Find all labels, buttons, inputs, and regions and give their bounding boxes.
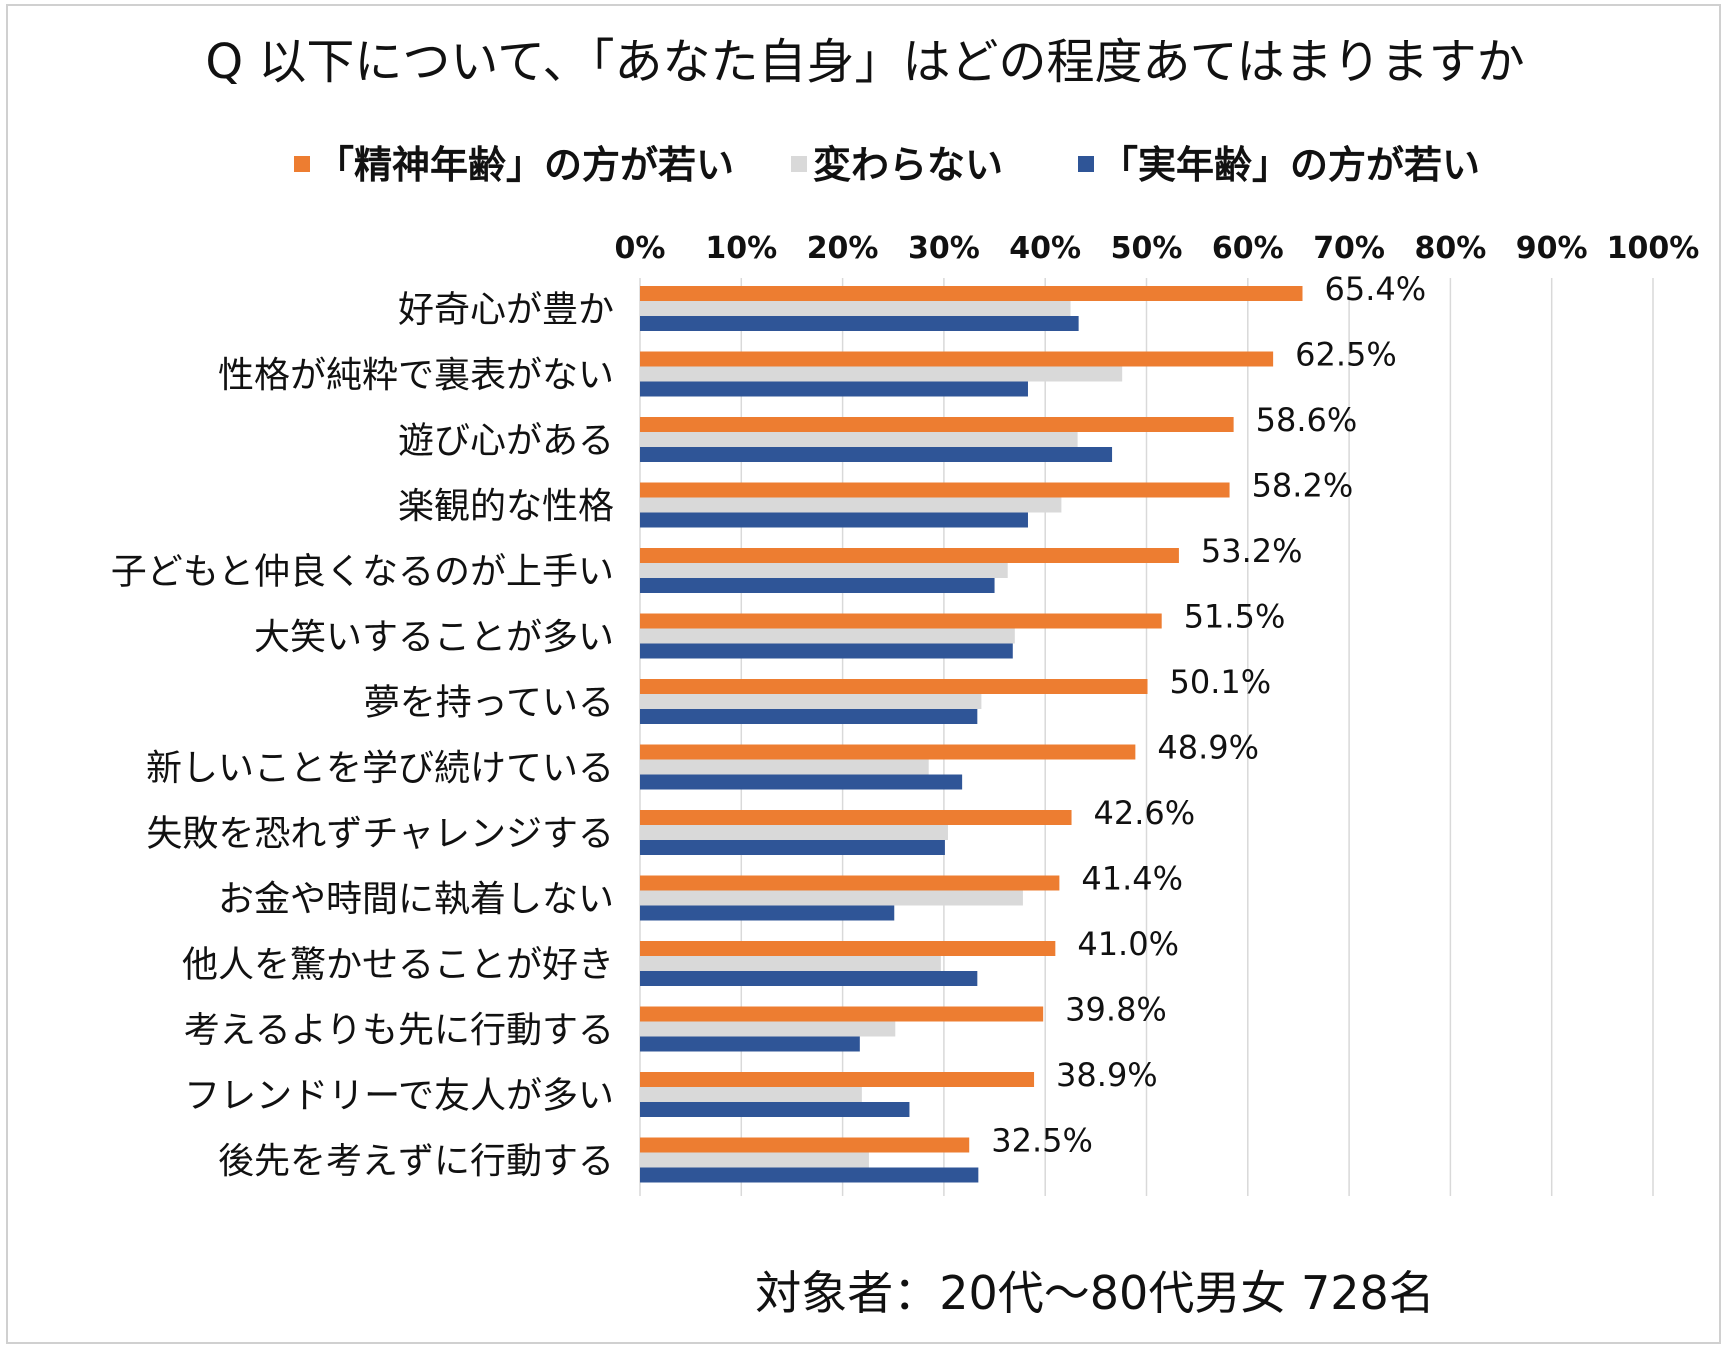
chart-title: Q 以下について、「あなた自身」はどの程度あてはまりますか — [205, 34, 1524, 90]
x-tick-label-6: 60% — [1212, 231, 1284, 266]
category-label-1: 好奇心が豊か — [398, 290, 614, 331]
chart-bars — [640, 286, 1303, 1183]
x-tick-label-8: 80% — [1414, 231, 1486, 266]
category-label-2: 性格が純粋で裏表がない — [218, 355, 614, 396]
data-label-series1-cat1: 65.4% — [1325, 270, 1427, 308]
bar-series2-cat8 — [640, 759, 929, 775]
legend-label-1: 「精神年齢」の方が若い — [316, 143, 734, 187]
data-label-series1-cat6: 51.5% — [1184, 598, 1286, 636]
category-label-5: 子どもと仲良くなるのが上手い — [111, 552, 614, 593]
bar-series1-cat12 — [640, 1006, 1044, 1022]
data-label-series1-cat14: 32.5% — [991, 1122, 1093, 1160]
x-tick-label-9: 90% — [1516, 231, 1588, 266]
category-label-13: フレンドリーで友人が多い — [184, 1076, 614, 1117]
x-tick-label-5: 50% — [1111, 231, 1183, 266]
x-tick-label-4: 40% — [1009, 231, 1081, 266]
x-tick-label-2: 20% — [807, 231, 879, 266]
category-label-7: 夢を持っている — [364, 683, 614, 724]
x-tick-label-10: 100% — [1607, 231, 1700, 266]
data-labels: 65.4% 62.5% 58.6% 58.2% 53.2% 51.5% 50.1% 48.9%… — [991, 270, 1426, 1160]
bar-series3-cat11 — [640, 971, 978, 986]
bar-series2-cat4 — [640, 497, 1062, 513]
data-label-series1-cat13: 38.9% — [1056, 1056, 1158, 1094]
data-label-series1-cat2: 62.5% — [1295, 336, 1397, 374]
category-label-14: 後先を考えずに行動する — [218, 1141, 614, 1182]
bar-series3-cat5 — [640, 578, 995, 593]
category-label-6: 大笑いすることが多い — [254, 617, 614, 658]
legend-swatch-3 — [1078, 156, 1094, 172]
data-label-series1-cat11: 41.0% — [1077, 925, 1179, 963]
data-label-series1-cat7: 50.1% — [1170, 663, 1272, 701]
bar-series1-cat5 — [640, 548, 1179, 563]
bar-series2-cat6 — [640, 628, 1015, 644]
category-label-3: 遊び心がある — [398, 421, 614, 462]
chart-legend: 「精神年齢」の方が若い 変わらない 「実年齢」の方が若い — [294, 143, 1480, 187]
bar-series2-cat2 — [640, 366, 1123, 382]
legend-label-2: 変わらない — [813, 143, 1003, 187]
bar-series3-cat13 — [640, 1102, 910, 1117]
category-label-10: お金や時間に執着しない — [218, 879, 614, 920]
bar-series2-cat5 — [640, 563, 1008, 578]
bar-series2-cat9 — [640, 825, 948, 840]
x-axis-ticks: 0% 10% 20% 30% 40% 50% 60% 70% 80% 90% 100% — [615, 231, 1700, 266]
bar-series1-cat2 — [640, 351, 1274, 367]
bar-series2-cat1 — [640, 301, 1071, 316]
category-label-8: 新しいことを学び続けている — [146, 748, 614, 789]
bar-series2-cat11 — [640, 956, 941, 971]
bar-series3-cat14 — [640, 1167, 979, 1183]
bar-series2-cat10 — [640, 890, 1023, 906]
bar-series2-cat3 — [640, 432, 1078, 447]
bar-series3-cat2 — [640, 381, 1028, 397]
category-label-11: 他人を驚かせることが好き — [182, 945, 614, 986]
data-label-series1-cat9: 42.6% — [1094, 794, 1196, 832]
category-label-9: 失敗を恐れずチャレンジする — [146, 814, 614, 855]
bar-series3-cat12 — [640, 1036, 860, 1052]
x-tick-label-3: 30% — [908, 231, 980, 266]
bar-series2-cat14 — [640, 1152, 869, 1168]
bar-series1-cat6 — [640, 613, 1162, 629]
bar-series1-cat9 — [640, 810, 1072, 825]
data-label-series1-cat3: 58.6% — [1256, 401, 1358, 439]
bar-series1-cat8 — [640, 744, 1136, 760]
chart-frame: Q 以下について、「あなた自身」はどの程度あてはまりますか 「精神年齢」の方が若… — [6, 4, 1721, 1344]
bar-series1-cat13 — [640, 1072, 1035, 1087]
data-label-series1-cat4: 58.2% — [1252, 467, 1354, 505]
bar-series3-cat10 — [640, 905, 895, 921]
bar-series1-cat14 — [640, 1137, 970, 1153]
bar-series3-cat8 — [640, 774, 963, 790]
bar-series1-cat10 — [640, 875, 1060, 891]
x-tick-label-7: 70% — [1313, 231, 1385, 266]
chart-canvas: Q 以下について、「あなた自身」はどの程度あてはまりますか 「精神年齢」の方が若… — [111, 34, 1700, 1320]
bar-series1-cat1 — [640, 286, 1303, 301]
legend-swatch-2 — [791, 156, 807, 172]
chart-footer: 対象者：20代～80代男女 728名 — [755, 1266, 1435, 1320]
bar-series2-cat12 — [640, 1021, 896, 1037]
bar-series1-cat3 — [640, 417, 1234, 432]
bar-series3-cat7 — [640, 709, 978, 724]
bar-series3-cat4 — [640, 512, 1028, 528]
bar-series3-cat1 — [640, 316, 1079, 331]
bar-series1-cat7 — [640, 679, 1148, 694]
bar-series3-cat9 — [640, 840, 945, 855]
bar-series2-cat7 — [640, 694, 982, 709]
category-labels: 好奇心が豊か性格が純粋で裏表がない遊び心がある楽観的な性格子どもと仲良くなるのが… — [111, 290, 614, 1183]
data-label-series1-cat12: 39.8% — [1065, 991, 1167, 1029]
bar-series3-cat3 — [640, 447, 1113, 462]
legend-swatch-1 — [294, 156, 310, 172]
bar-series3-cat6 — [640, 643, 1013, 659]
data-label-series1-cat8: 48.9% — [1157, 729, 1259, 767]
bar-series1-cat4 — [640, 482, 1230, 498]
bar-series1-cat11 — [640, 941, 1056, 956]
bar-series2-cat13 — [640, 1087, 862, 1102]
data-label-series1-cat10: 41.4% — [1081, 860, 1183, 898]
x-tick-label-1: 10% — [705, 231, 777, 266]
category-label-12: 考えるよりも先に行動する — [184, 1010, 614, 1051]
x-tick-label-0: 0% — [615, 231, 666, 266]
data-label-series1-cat5: 53.2% — [1201, 532, 1303, 570]
category-label-4: 楽観的な性格 — [398, 486, 614, 527]
legend-label-3: 「実年齢」の方が若い — [1100, 143, 1480, 187]
